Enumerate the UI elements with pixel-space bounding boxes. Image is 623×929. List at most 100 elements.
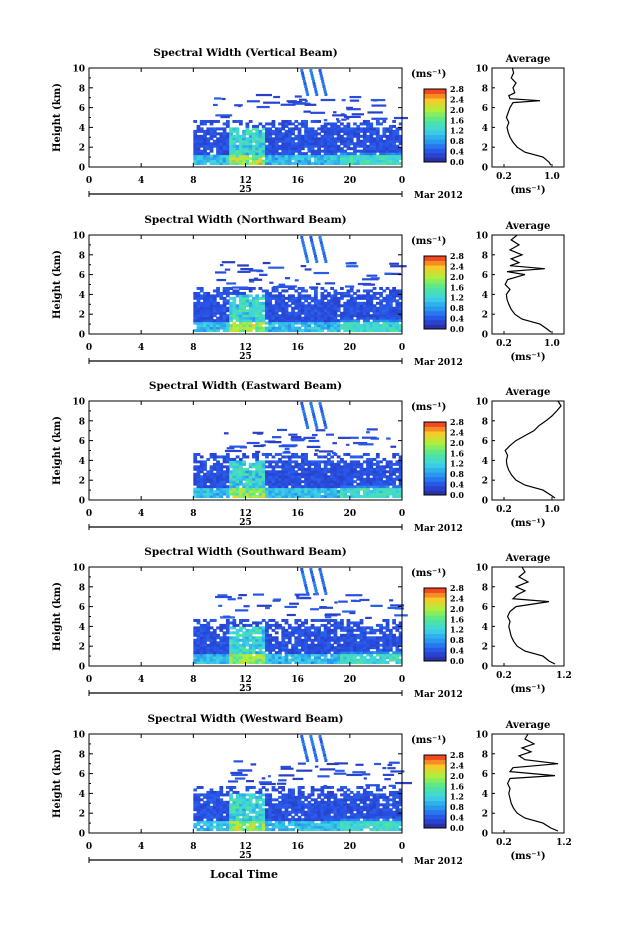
heatmap-cell	[310, 608, 319, 611]
heatmap-cell	[314, 90, 318, 94]
heatmap-cell	[238, 159, 243, 163]
heatmap-cell	[222, 149, 227, 153]
heatmap-cell	[330, 306, 335, 310]
heatmap-cell	[346, 108, 361, 111]
heatmap-cell	[398, 147, 403, 151]
heatmap-cell	[333, 646, 338, 650]
heatmap-cell	[232, 311, 237, 315]
heatmap-cell	[313, 586, 317, 590]
heatmap-cell	[199, 651, 204, 655]
heatmap-cell	[330, 319, 335, 323]
heatmap-cell	[203, 636, 207, 640]
heatmap-cell	[287, 149, 292, 153]
heatmap-cell	[398, 134, 403, 138]
heatmap-cell	[245, 477, 250, 481]
heatmap-cell	[258, 296, 263, 300]
heatmap-cell	[385, 633, 390, 637]
heatmap-cell	[369, 472, 374, 476]
heatmap-cell	[392, 129, 396, 133]
heatmap-cell	[317, 329, 321, 333]
heatmap-cell	[297, 805, 302, 809]
heatmap-cell	[222, 477, 227, 481]
heatmap-cell	[320, 646, 325, 650]
heatmap-cell	[246, 441, 260, 445]
heatmap-cell	[359, 127, 364, 131]
heatmap-cell	[242, 641, 246, 645]
heatmap-cell	[199, 818, 204, 822]
heatmap-cell	[336, 482, 341, 486]
heatmap-cell	[268, 142, 273, 146]
heatmap-cell	[336, 648, 341, 652]
heatmap-cell	[304, 495, 308, 499]
heatmap-cell	[252, 147, 256, 151]
heatmap-cell	[203, 638, 207, 642]
heatmap-cell	[375, 477, 380, 481]
heatmap-cell	[287, 119, 292, 123]
heatmap-cell	[343, 658, 348, 662]
heatmap-cell	[359, 646, 364, 650]
heatmap-cell	[193, 154, 198, 158]
heatmap-cell	[366, 490, 370, 494]
heatmap-cell	[294, 810, 299, 814]
heatmap-cell	[336, 455, 341, 459]
heatmap-cell	[349, 319, 354, 323]
heatmap-cell	[265, 626, 269, 630]
heatmap-cell	[291, 472, 295, 476]
heatmap-cell	[268, 487, 273, 491]
heatmap-cell	[343, 480, 348, 484]
heatmap-cell	[268, 465, 273, 469]
heatmap-cell	[245, 788, 250, 792]
heatmap-cell	[281, 495, 286, 499]
heatmap-cell	[297, 299, 302, 303]
heatmap-cell	[395, 304, 400, 308]
heatmap-cell	[304, 162, 308, 166]
heatmap-cell	[291, 487, 295, 491]
average-profile-line	[505, 67, 552, 166]
heatmap-cell	[265, 641, 269, 645]
heatmap-cell	[346, 154, 351, 158]
heatmap-cell	[398, 149, 403, 153]
heatmap-cell	[209, 309, 214, 313]
heatmap-cell	[362, 127, 367, 131]
heatmap-cell	[307, 490, 312, 494]
heatmap-cell	[356, 329, 361, 333]
heatmap-cell	[307, 460, 312, 464]
heatmap-cell	[278, 132, 282, 136]
heatmap-cell	[271, 648, 276, 652]
colorbar-swatch	[424, 265, 446, 271]
heatmap-cell	[258, 139, 263, 143]
heatmap-cell	[297, 455, 302, 459]
heatmap-cell	[330, 482, 335, 486]
heatmap-cell	[307, 321, 312, 325]
heatmap-cell	[274, 808, 279, 812]
heatmap-cell	[219, 321, 224, 325]
heatmap-cell	[307, 159, 312, 163]
heatmap-cell	[245, 808, 250, 812]
heatmap-cell	[398, 623, 403, 627]
heatmap-cell	[343, 137, 348, 141]
heatmap-cell	[300, 321, 305, 325]
heatmap-cell	[362, 648, 367, 652]
heatmap-cell	[258, 658, 263, 662]
heatmap-cell	[274, 309, 279, 313]
colorbar-swatch	[424, 157, 446, 163]
heatmap-cell	[281, 324, 286, 328]
heatmap-cell	[294, 460, 299, 464]
heatmap-cell	[379, 470, 383, 474]
heatmap-cell	[268, 139, 273, 143]
heatmap-cell	[297, 790, 302, 794]
heatmap-cell	[265, 606, 270, 610]
heatmap-cell	[370, 604, 383, 607]
heatmap-cell	[379, 480, 383, 484]
heatmap-cell	[261, 142, 266, 146]
heatmap-cell	[369, 477, 374, 481]
heatmap-cell	[323, 492, 328, 496]
heatmap-cell	[248, 157, 253, 161]
heatmap-cell	[313, 329, 318, 333]
heatmap-cell	[278, 129, 282, 133]
heatmap-cell	[238, 465, 243, 469]
heatmap-cell	[245, 159, 250, 163]
heatmap-cell	[324, 93, 328, 97]
heatmap-cell	[274, 147, 279, 151]
heatmap-cell	[291, 147, 295, 151]
